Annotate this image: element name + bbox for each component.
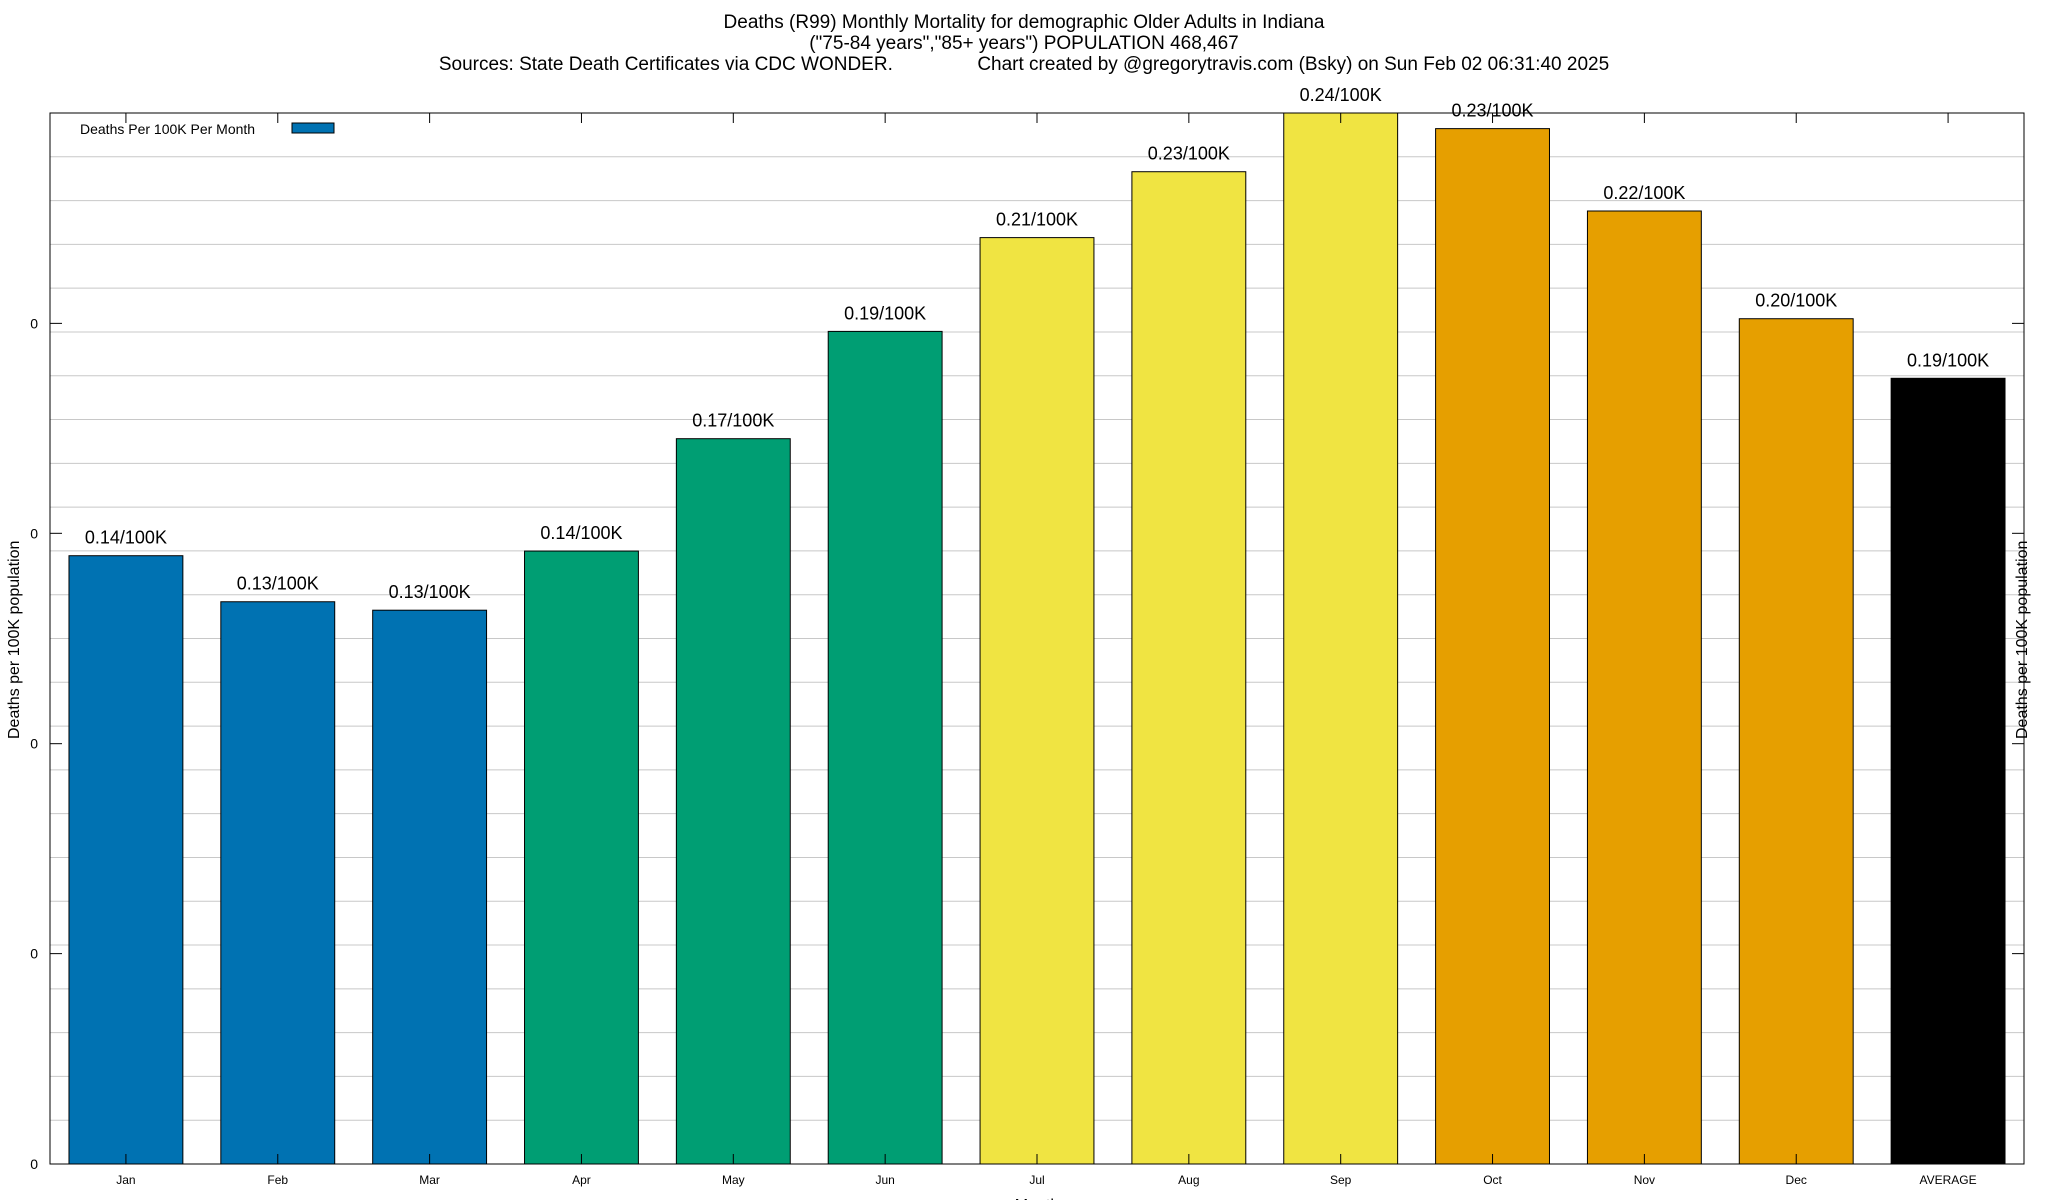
chart-source-line: Sources: State Death Certificates via CD… (438, 54, 1610, 75)
x-tick-label: May (722, 1173, 745, 1187)
chart-title: Deaths (R99) Monthly Mortality for demog… (723, 12, 1325, 33)
chart-title-block: Deaths (R99) Monthly Mortality for demog… (0, 12, 2048, 75)
y-axis-label-left: Deaths per 100K population (6, 540, 23, 739)
bar-aug (1131, 171, 1247, 1165)
bar-average (1890, 377, 2006, 1165)
x-tick-label: Oct (1483, 1173, 1502, 1187)
data-label: 0.20/100K (1755, 291, 1837, 311)
y-tick-label: 0 (30, 525, 38, 541)
bar-nov (1586, 210, 1702, 1165)
x-tick-label: Mar (419, 1173, 440, 1187)
data-label: 0.13/100K (389, 582, 471, 602)
chart-subtitle: ("75-84 years","85+ years") POPULATION 4… (809, 33, 1239, 54)
data-label: 0.13/100K (237, 574, 319, 594)
y-axis-label-right: Deaths per 100K population (2014, 540, 2031, 739)
data-label: 0.14/100K (85, 528, 167, 548)
x-tick-label: AVERAGE (1920, 1173, 1977, 1187)
x-axis-label: Month (1015, 1197, 1059, 1200)
x-tick-label: Dec (1786, 1173, 1807, 1187)
bar-jun (827, 330, 943, 1165)
bar-may (675, 438, 791, 1165)
data-label: 0.19/100K (1907, 350, 1989, 370)
x-tick-label: Jun (875, 1173, 894, 1187)
bar-jan (68, 555, 184, 1165)
x-tick-label: Sep (1330, 1173, 1352, 1187)
x-tick-label: Aug (1178, 1173, 1199, 1187)
data-label: 0.19/100K (844, 303, 926, 323)
bar-jul (979, 237, 1095, 1165)
x-tick-label: Apr (572, 1173, 591, 1187)
data-label: 0.24/100K (1300, 85, 1382, 105)
bar-oct (1435, 128, 1550, 1165)
y-tick-label: 0 (30, 946, 38, 962)
bar-feb (220, 601, 336, 1165)
data-label: 0.14/100K (540, 523, 622, 543)
bar-apr (524, 550, 639, 1165)
data-label: 0.21/100K (996, 210, 1078, 230)
y-tick-label: 0 (30, 315, 38, 331)
x-tick-label: Jul (1029, 1173, 1044, 1187)
data-label: 0.23/100K (1148, 144, 1230, 164)
data-label: 0.23/100K (1451, 101, 1533, 121)
x-tick-label: Feb (267, 1173, 288, 1187)
legend-label: Deaths Per 100K Per Month (80, 121, 255, 137)
legend-swatch (291, 122, 335, 134)
y-tick-label: 0 (30, 736, 38, 752)
x-tick-label: Nov (1634, 1173, 1655, 1187)
bar-mar (372, 609, 488, 1165)
bar-sep (1283, 112, 1399, 1165)
x-tick-label: Jan (116, 1173, 135, 1187)
data-label: 0.17/100K (692, 411, 774, 431)
data-label: 0.22/100K (1603, 183, 1685, 203)
y-tick-label: 0 (30, 1156, 38, 1172)
bar-dec (1738, 318, 1854, 1165)
